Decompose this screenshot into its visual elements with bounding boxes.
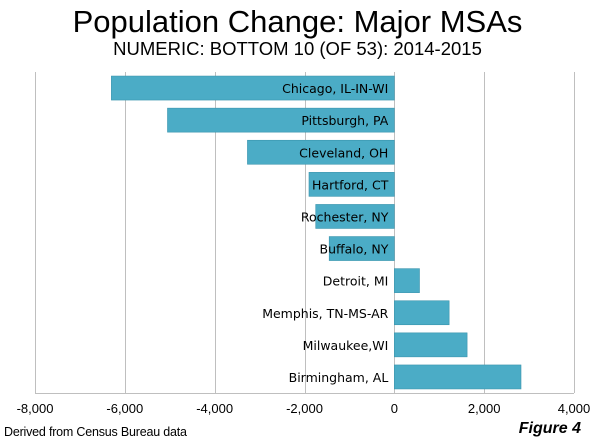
x-tick-label: -6,000	[106, 401, 143, 416]
bar	[315, 204, 395, 229]
category-labels: Chicago, IL-IN-WI Pittsburgh, PA Cleveland…	[262, 81, 389, 385]
category-label: Detroit, MI	[323, 274, 389, 289]
figure-label: Figure 4	[518, 420, 581, 437]
category-label: Hartford, CT	[312, 177, 389, 192]
x-tick-label: 2,000	[468, 401, 501, 416]
category-label: Milwaukee,WI	[303, 338, 389, 353]
chart-subtitle: NUMERIC: BOTTOM 10 (OF 53): 2014-2015	[113, 38, 482, 59]
bar	[328, 236, 395, 261]
bar	[247, 139, 395, 165]
category-label: Rochester, NY	[301, 209, 389, 224]
category-label: Cleveland, OH	[299, 145, 388, 160]
bar	[167, 107, 395, 133]
bar	[308, 172, 395, 197]
bar	[394, 300, 450, 326]
x-tick-label: 0	[391, 401, 398, 416]
x-tick-label: 4,000	[558, 401, 591, 416]
source-note: Derived from Census Bureau data	[4, 425, 187, 439]
bar	[394, 332, 468, 358]
category-label: Memphis, TN-MS-AR	[262, 306, 388, 321]
category-label: Chicago, IL-IN-WI	[282, 81, 388, 96]
category-label: Birmingham, AL	[289, 370, 389, 385]
x-tick-label: -4,000	[196, 401, 233, 416]
category-label: Buffalo, NY	[320, 242, 389, 257]
bars	[111, 75, 522, 390]
bar	[394, 364, 522, 390]
bar	[394, 268, 420, 293]
x-axis: -8,000 -6,000 -4,000 -2,000 0 2,000 4,000	[17, 393, 591, 416]
chart-title: Population Change: Major MSAs	[72, 4, 523, 39]
category-label: Pittsburgh, PA	[301, 113, 388, 128]
bar	[111, 75, 395, 101]
x-tick-label: -8,000	[17, 401, 54, 416]
x-tick-label: -2,000	[286, 401, 323, 416]
